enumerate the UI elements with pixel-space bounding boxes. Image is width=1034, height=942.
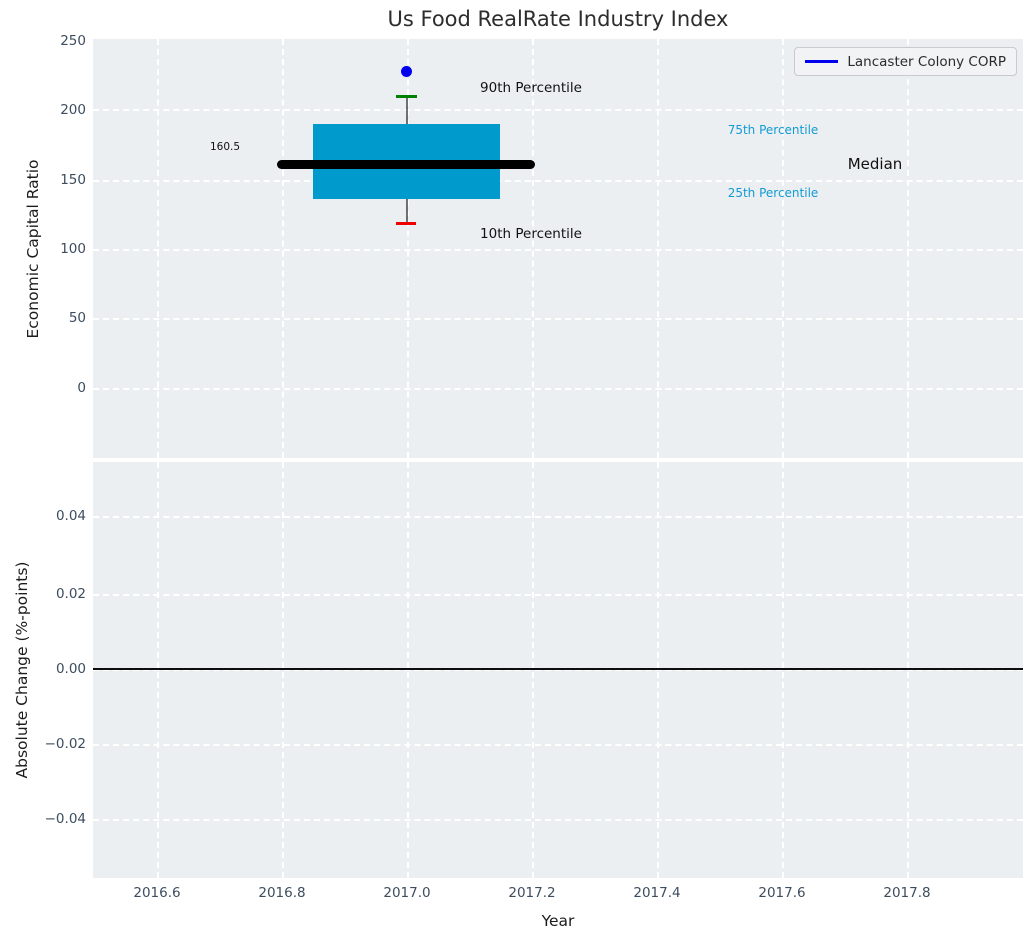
gridline xyxy=(93,516,1023,518)
bottom-plot-area xyxy=(93,462,1023,878)
y-tick-label: 0.00 xyxy=(55,661,86,677)
y-tick-label: 150 xyxy=(60,172,86,188)
x-tick-label: 2017.6 xyxy=(758,885,806,901)
gridline xyxy=(93,744,1023,746)
gridline xyxy=(93,669,1023,671)
annotation-75th-percentile: 75th Percentile xyxy=(727,123,819,137)
y-tick-label: 100 xyxy=(60,241,86,257)
top-plot-area: 160.5 90th Percentile 75th Percentile Me… xyxy=(93,39,1023,458)
x-tick-label: 2017.0 xyxy=(383,885,431,901)
gridline xyxy=(532,39,534,458)
y-tick-label: −0.04 xyxy=(44,811,86,827)
legend-label: Lancaster Colony CORP xyxy=(847,53,1006,70)
x-tick-label: 2017.8 xyxy=(883,885,931,901)
gridline xyxy=(93,180,1023,182)
x-tick-label: 2016.6 xyxy=(133,885,181,901)
gridline xyxy=(93,109,1023,111)
annotation-25th-percentile: 25th Percentile xyxy=(727,186,819,200)
legend-line-icon xyxy=(805,60,839,63)
chart-title: Us Food RealRate Industry Index xyxy=(387,7,729,31)
gridline xyxy=(93,318,1023,320)
zero-line xyxy=(93,668,1023,670)
gridline xyxy=(93,388,1023,390)
x-axis-label: Year xyxy=(541,912,575,930)
y-tick-label: 0.04 xyxy=(55,508,86,524)
legend: Lancaster Colony CORP xyxy=(794,47,1017,76)
percentile-10-cap xyxy=(396,222,416,225)
percentile-90-cap xyxy=(396,95,417,98)
gridline xyxy=(782,39,784,458)
y-tick-label: 0.02 xyxy=(55,586,86,602)
x-tick-label: 2017.4 xyxy=(633,885,681,901)
y-tick-label: 50 xyxy=(68,310,86,326)
gridline xyxy=(657,39,659,458)
gridline xyxy=(282,39,284,458)
y-tick-label: 0 xyxy=(77,380,86,396)
x-tick-label: 2017.2 xyxy=(508,885,556,901)
x-tick-label: 2016.8 xyxy=(258,885,306,901)
gridline xyxy=(157,39,159,458)
annotation-90th-percentile: 90th Percentile xyxy=(480,80,582,96)
median-line xyxy=(277,160,535,169)
company-point-marker xyxy=(401,66,412,77)
gridline xyxy=(93,594,1023,596)
y-tick-label: −0.02 xyxy=(44,736,86,752)
gridline xyxy=(93,249,1023,251)
y-tick-label: 250 xyxy=(60,33,86,49)
y-axis-label-top: Economic Capital Ratio xyxy=(24,159,42,339)
y-tick-label: 200 xyxy=(60,102,86,118)
annotation-10th-percentile: 10th Percentile xyxy=(480,226,582,242)
annotation-median-value: 160.5 xyxy=(209,141,241,153)
gridline xyxy=(407,39,409,458)
gridline xyxy=(93,819,1023,821)
annotation-median: Median xyxy=(847,155,903,173)
y-axis-label-bottom: Absolute Change (%-points) xyxy=(13,561,31,779)
gridline xyxy=(907,39,909,458)
